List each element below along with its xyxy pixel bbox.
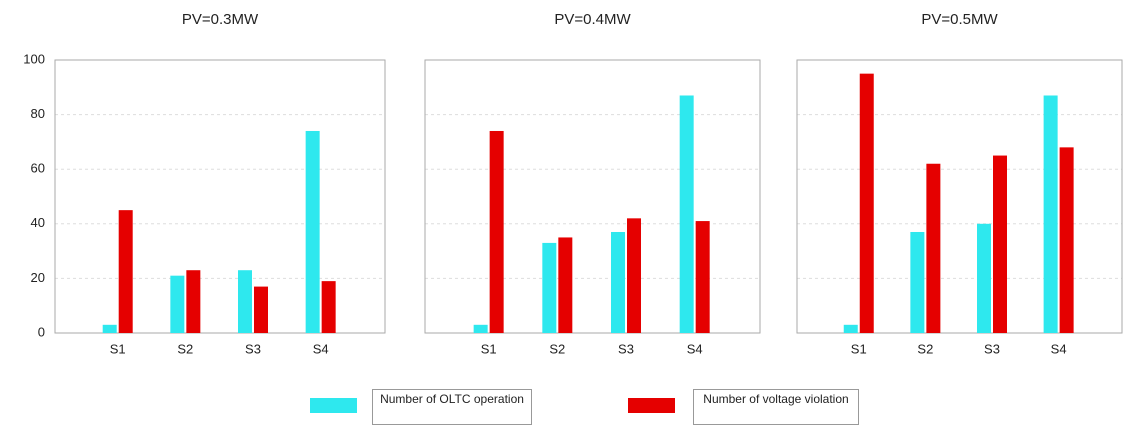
bar xyxy=(1059,147,1074,333)
x-tick-label: S1 xyxy=(110,341,126,356)
y-tick-label: 80 xyxy=(31,106,45,121)
chart-title: PV=0.3MW xyxy=(182,11,259,28)
bar xyxy=(321,281,336,333)
x-tick-label: S2 xyxy=(917,341,933,356)
bar xyxy=(170,275,185,333)
bar xyxy=(910,231,925,333)
bar xyxy=(695,221,710,333)
plot-frame xyxy=(54,59,386,334)
y-tick-label: 40 xyxy=(31,215,45,230)
bar xyxy=(627,218,641,333)
bar xyxy=(859,73,874,334)
y-tick-label: 60 xyxy=(31,161,45,176)
bar xyxy=(843,324,858,333)
bar xyxy=(186,270,201,333)
plot-frame xyxy=(424,59,761,334)
bar xyxy=(926,163,941,333)
y-tick-label: 0 xyxy=(38,324,45,339)
bar xyxy=(977,223,991,333)
bar xyxy=(118,210,133,333)
bar xyxy=(679,95,694,334)
chart-title: PV=0.4MW xyxy=(554,11,631,28)
bar xyxy=(611,231,625,333)
legend-label: Number of OLTC operation xyxy=(372,389,532,425)
legend-swatch xyxy=(628,398,675,413)
x-tick-label: S2 xyxy=(549,341,565,356)
bar xyxy=(558,237,573,333)
bar xyxy=(102,324,117,333)
x-tick-label: S3 xyxy=(245,341,261,356)
bar xyxy=(993,155,1007,333)
legend-swatch xyxy=(310,398,357,413)
bar xyxy=(305,130,320,333)
bar xyxy=(542,242,557,333)
bar xyxy=(238,270,252,333)
x-tick-label: S1 xyxy=(851,341,867,356)
bar xyxy=(473,324,488,333)
bar xyxy=(489,130,504,333)
x-tick-label: S3 xyxy=(618,341,634,356)
bar xyxy=(254,286,268,333)
x-tick-label: S2 xyxy=(177,341,193,356)
x-tick-label: S4 xyxy=(687,341,703,356)
x-tick-label: S4 xyxy=(313,341,329,356)
x-tick-label: S4 xyxy=(1051,341,1067,356)
chart-title: PV=0.5MW xyxy=(921,11,998,28)
x-tick-label: S3 xyxy=(984,341,1000,356)
legend-label: Number of voltage violation xyxy=(693,389,859,425)
y-tick-label: 100 xyxy=(23,51,45,66)
plot-frame xyxy=(796,59,1123,334)
bar xyxy=(1043,95,1058,334)
y-tick-label: 20 xyxy=(31,270,45,285)
x-tick-label: S1 xyxy=(481,341,497,356)
